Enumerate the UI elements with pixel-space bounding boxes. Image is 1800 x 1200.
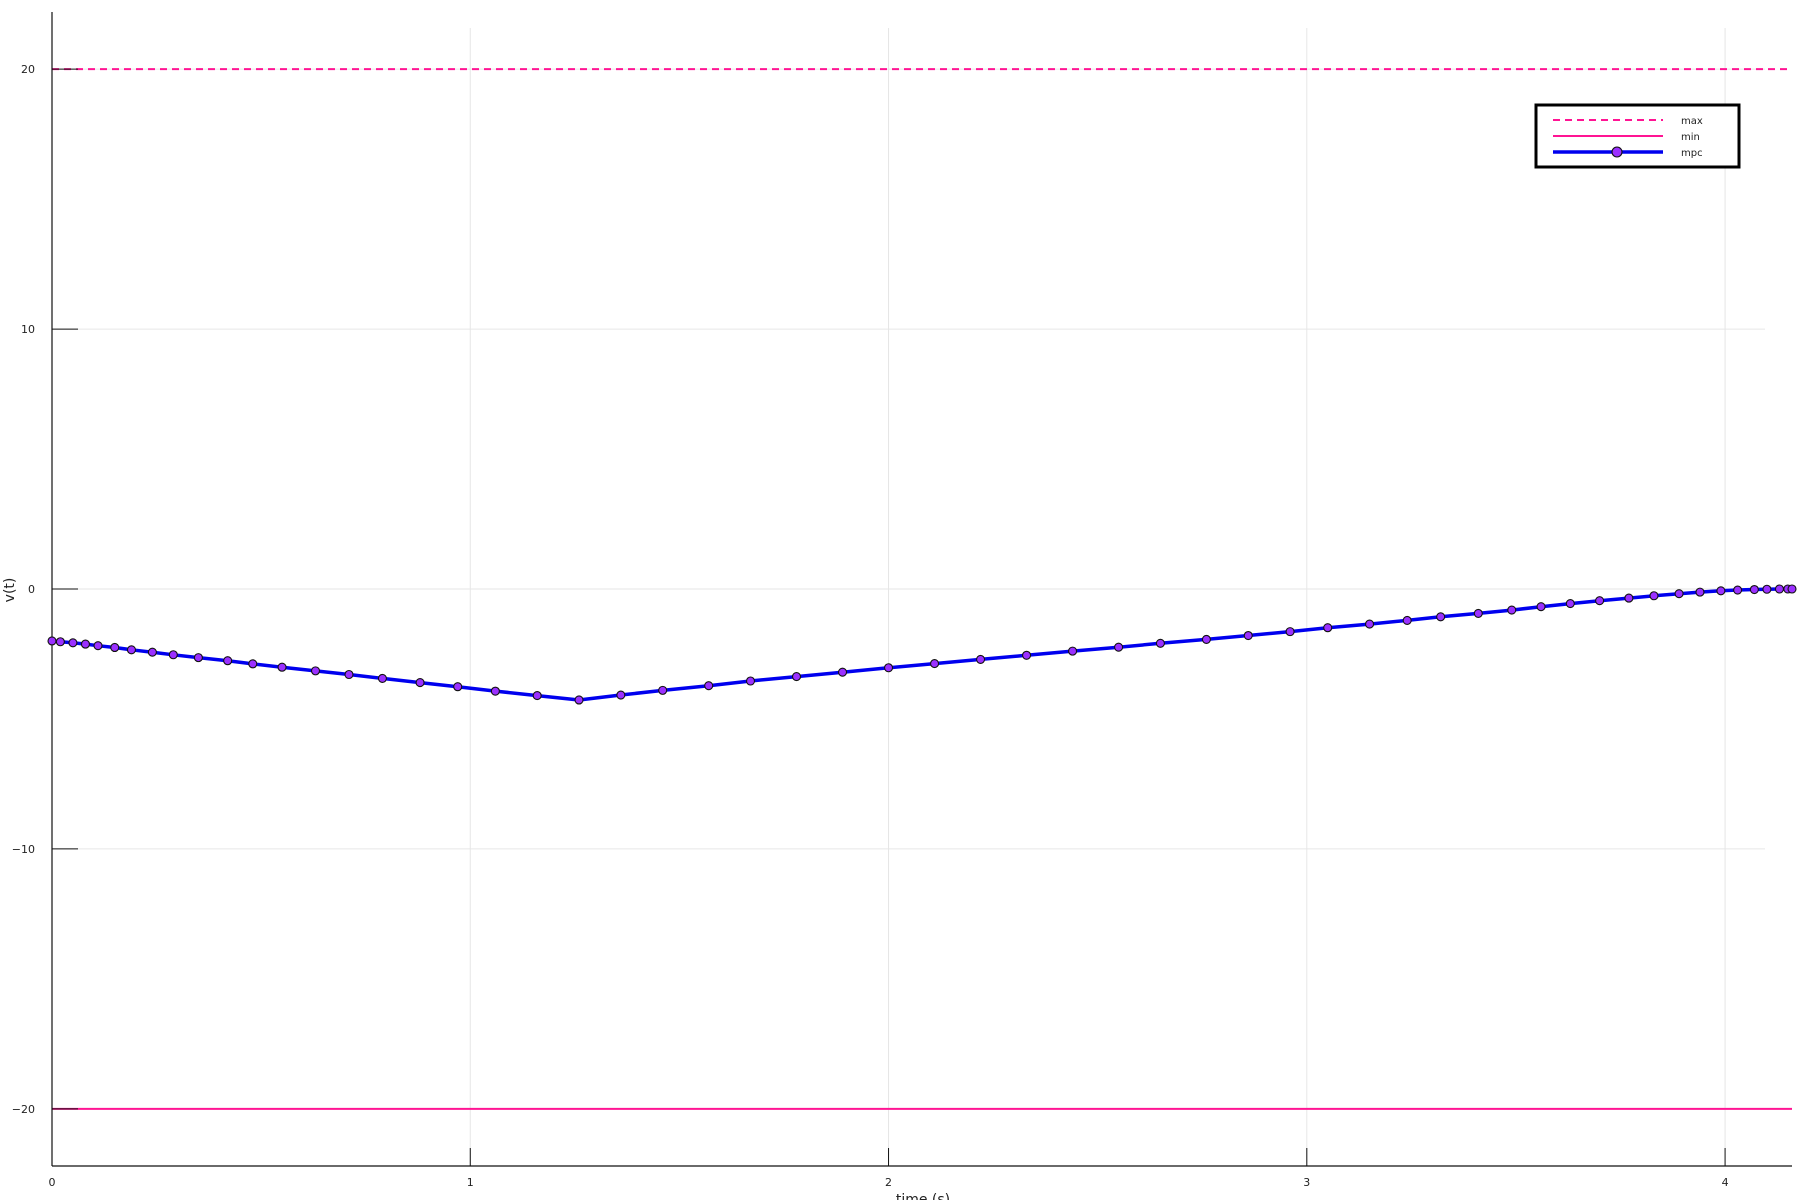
x-tick-label: 4 [1722,1176,1729,1189]
mpc-marker [80,639,91,649]
mpc-marker [168,650,178,660]
mpc-marker [1674,589,1684,599]
mpc-marker [1473,608,1483,618]
mpc-marker [1402,615,1412,625]
mpc-marker [68,638,78,648]
mpc-marker [277,662,287,672]
mpc-marker [1364,619,1375,629]
legend: max min mpc [1534,103,1741,169]
mpc-marker [223,656,233,666]
mpc-marker [1733,585,1743,595]
x-tick-label: 3 [1303,1176,1310,1189]
mpc-marker [1774,584,1785,594]
mpc-marker [745,676,756,686]
mpc-marker [248,659,258,669]
mpc-marker [490,686,500,696]
mpc-marker [1749,584,1759,595]
mpc-marker [532,691,542,701]
y-tick-label: −10 [12,843,35,856]
mpc-marker [1436,612,1446,622]
mpc-marker [1536,602,1546,612]
mpc-marker [1716,586,1726,596]
mpc-series [47,584,1797,705]
mpc-marker [1565,599,1575,609]
mpc-marker [1507,605,1517,615]
mpc-marker [1201,634,1211,644]
mpc-marker [1243,630,1253,641]
y-tick-label: −20 [12,1103,35,1116]
mpc-marker [1787,584,1797,594]
y-tick-label: 0 [28,583,35,596]
mpc-marker [883,663,894,673]
mpc-marker [616,690,626,700]
mpc-marker [453,682,463,692]
mpc-marker [658,685,668,695]
reference-lines [52,68,1792,1110]
x-tick-label: 0 [49,1176,56,1189]
mpc-marker [47,636,57,646]
y-axis-title: v(t) [2,578,18,603]
legend-label-max: max [1681,116,1703,127]
axes: 0 1 2 3 4 −20 −10 0 10 20 [12,12,1792,1189]
y-tick-label: 20 [21,63,35,76]
mpc-marker [929,659,940,669]
mpc-marker [704,681,714,691]
x-tick-label: 2 [885,1176,892,1189]
mpc-marker [1762,584,1772,594]
mpc-marker [791,672,802,682]
mpc-marker [1595,596,1605,606]
mpc-marker [837,667,848,677]
x-tick-label: 1 [467,1176,474,1189]
mpc-marker [1155,638,1165,648]
mpc-marker [1695,587,1705,597]
mpc-marker [976,654,986,664]
legend-label-min: min [1681,132,1700,143]
mpc-marker [93,641,103,651]
mpc-marker [126,645,137,655]
mpc-marker [574,695,584,705]
x-axis-title: time (s) [896,1192,950,1200]
mpc-marker [147,647,157,657]
mpc-marker [55,637,65,647]
y-tick-label: 10 [21,323,35,336]
mpc-marker [1285,627,1295,637]
grid-lines [52,28,1765,1166]
mpc-marker [310,666,321,676]
legend-marker-mpc [1611,146,1623,158]
mpc-marker [1068,646,1078,656]
mpc-marker [193,653,203,663]
mpc-marker [1323,623,1333,633]
mpc-marker [1022,650,1032,660]
mpc-marker [415,678,425,688]
mpc-marker [1649,591,1659,601]
mpc-marker [377,673,387,683]
mpc-marker [1624,593,1634,603]
mpc-marker [1114,642,1124,652]
mpc-marker [344,669,354,680]
mpc-marker [110,642,120,653]
legend-label-mpc: mpc [1681,148,1703,159]
mpc-line [51,587,1792,702]
